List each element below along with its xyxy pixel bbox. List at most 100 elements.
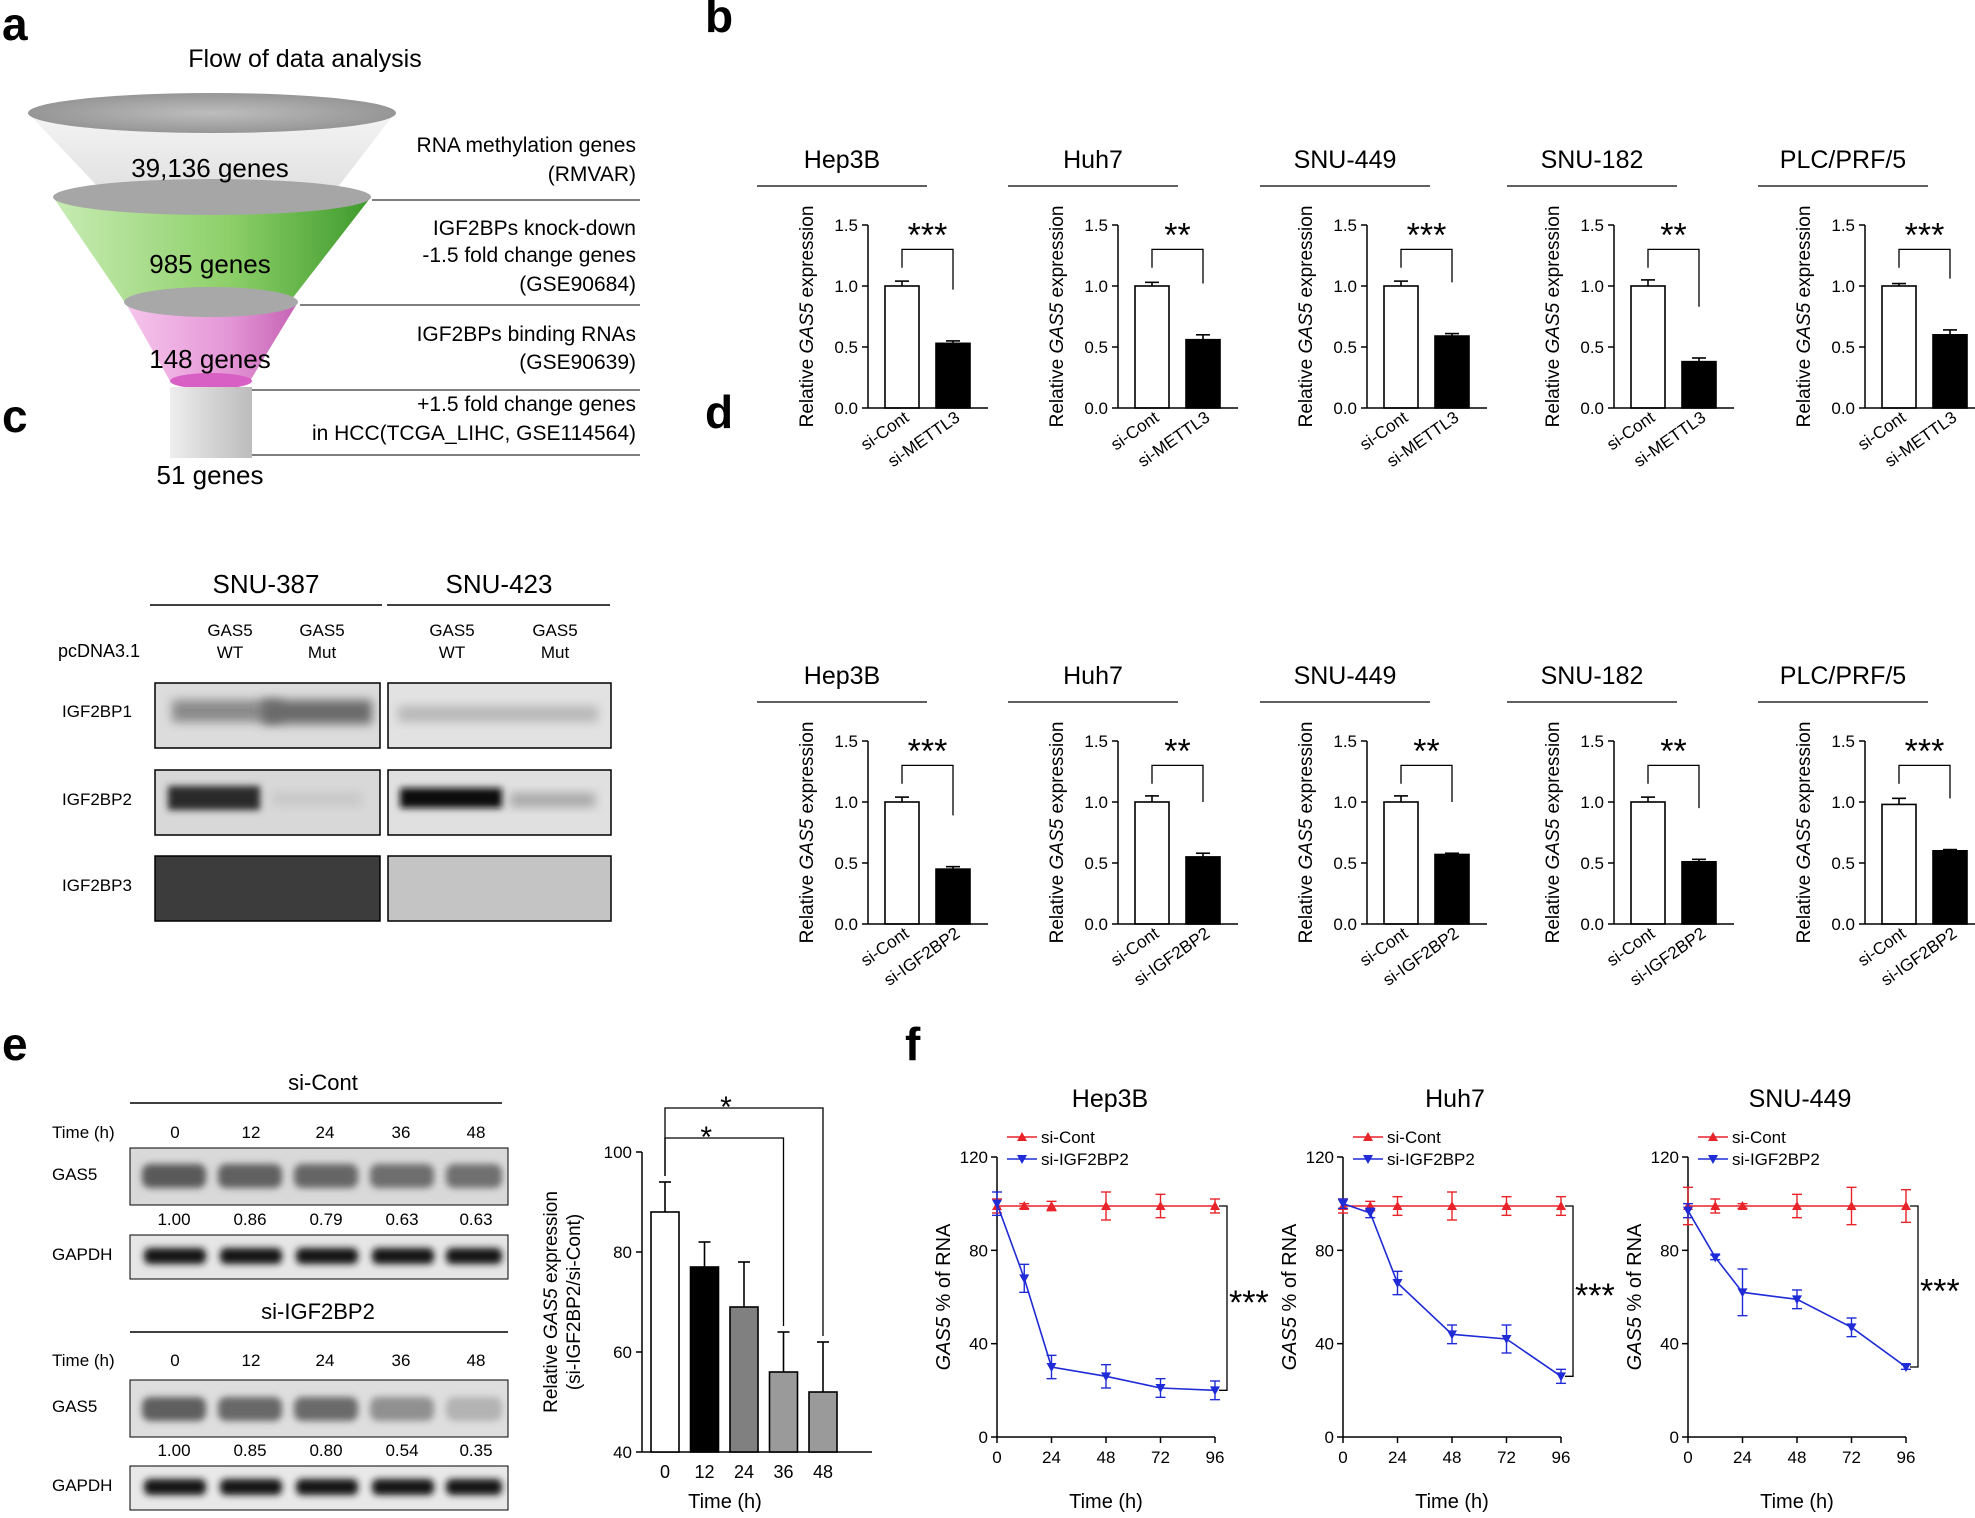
time-value: 0 bbox=[170, 1351, 179, 1370]
x-tick-label: 24 bbox=[734, 1462, 754, 1482]
panel-e-bar-chart: 40 60 80 100 Relative GAS5 expression (si-IGF… bbox=[541, 1091, 872, 1513]
y-tick-label: 40 bbox=[1315, 1335, 1334, 1354]
y-tick-label: 1.0 bbox=[834, 793, 858, 812]
y-axis-label-part: Relative bbox=[1543, 353, 1564, 427]
y-tick-label: 1.0 bbox=[1084, 277, 1108, 296]
blot-band bbox=[446, 1479, 502, 1495]
data-point bbox=[1392, 1201, 1403, 1210]
x-tick-label: 48 bbox=[1443, 1448, 1462, 1467]
time-value: 12 bbox=[242, 1123, 261, 1142]
y-axis-label-part: Relative bbox=[1296, 869, 1317, 943]
chart-title: Hep3B bbox=[804, 146, 880, 174]
y-axis-label: Relative GAS5 expression bbox=[1543, 722, 1564, 944]
y-axis-label-part: % of RNA bbox=[1624, 1223, 1646, 1317]
chart-title: Huh7 bbox=[1063, 662, 1123, 690]
blot-label: GAS5 bbox=[52, 1165, 97, 1184]
bar-control bbox=[1881, 285, 1917, 409]
blot-label: IGF2BP2 bbox=[62, 790, 132, 809]
blot-band bbox=[142, 1164, 206, 1188]
y-axis-label-part: GAS5 bbox=[1296, 302, 1317, 353]
y-tick-label: 0.0 bbox=[1084, 915, 1108, 934]
y-axis-label: Relative GAS5 expression bbox=[1794, 206, 1815, 428]
blot-band bbox=[296, 1248, 358, 1264]
y-tick-label: 1.0 bbox=[1580, 793, 1604, 812]
y-axis-label-part: expression bbox=[541, 1191, 562, 1288]
y-axis-label-part: GAS5 bbox=[1047, 818, 1068, 869]
y-tick-label: 1.5 bbox=[1084, 216, 1108, 235]
x-tick-label: 72 bbox=[1151, 1448, 1170, 1467]
y-tick-label: 80 bbox=[1660, 1241, 1679, 1260]
y-tick-label: 0.5 bbox=[834, 854, 858, 873]
densitometry-value: 0.54 bbox=[385, 1441, 418, 1460]
y-axis-label: Relative GAS5 expression bbox=[1047, 206, 1068, 428]
significance-stars: *** bbox=[1905, 216, 1945, 254]
data-point bbox=[1046, 1201, 1057, 1210]
blot-band bbox=[398, 706, 598, 722]
bar-chart-snu-449: SNU-449 0.0 0.5 1.0 1.5 Relative GAS5 express… bbox=[1260, 146, 1487, 471]
blot-label: GAPDH bbox=[52, 1476, 112, 1495]
y-axis-label: Relative GAS5 expression bbox=[1543, 206, 1564, 428]
y-axis-label-part: GAS5 bbox=[1794, 818, 1815, 869]
data-point bbox=[992, 1199, 1002, 1209]
y-axis-label-part: Relative bbox=[797, 869, 818, 943]
densitometry-value: 0.85 bbox=[233, 1441, 266, 1460]
funnel-desc: in HCC(TCGA_LIHC, GSE114564) bbox=[312, 422, 636, 445]
chart-title: SNU-182 bbox=[1541, 146, 1644, 174]
funnel-count-4: 51 genes bbox=[157, 460, 264, 490]
chart-title: PLC/PRF/5 bbox=[1780, 662, 1906, 690]
y-tick-label: 0.0 bbox=[834, 399, 858, 418]
line-chart-huh7: Huh7 0 40 80 120 0 24 48 72 96 Time (h) GAS5 % of R… bbox=[1279, 1085, 1615, 1513]
y-tick-label: 0.0 bbox=[1831, 399, 1855, 418]
densitometry-value: 1.00 bbox=[157, 1441, 190, 1460]
chart-title: SNU-182 bbox=[1541, 662, 1644, 690]
blot-band bbox=[446, 1397, 502, 1421]
y-tick-label: 0.5 bbox=[1580, 854, 1604, 873]
bar-chart-plc-prf-5: PLC/PRF/5 0.0 0.5 1.0 1.5 Relative GAS5 expre… bbox=[1758, 662, 1975, 990]
blot-band bbox=[142, 1397, 206, 1421]
y-tick-label: 0.0 bbox=[1084, 399, 1108, 418]
funnel-desc: (RMVAR) bbox=[548, 163, 636, 186]
y-tick-label: 1.5 bbox=[834, 216, 858, 235]
blot-band bbox=[446, 1248, 502, 1264]
x-axis-label: Time (h) bbox=[1760, 1491, 1834, 1513]
data-point bbox=[1447, 1330, 1457, 1340]
data-point bbox=[1846, 1323, 1857, 1333]
bar-knockdown bbox=[1932, 849, 1968, 925]
y-axis-label: Relative GAS5 expression bbox=[1296, 722, 1317, 944]
blot-band bbox=[144, 1479, 206, 1495]
data-point bbox=[1901, 1201, 1911, 1210]
densitometry-value: 0.35 bbox=[459, 1441, 492, 1460]
blot-band bbox=[294, 1164, 358, 1188]
y-tick-label: 0.5 bbox=[1333, 854, 1357, 873]
data-point bbox=[1101, 1201, 1111, 1210]
y-axis-label-part: Relative bbox=[1794, 869, 1815, 943]
bar-chart-hep3b: Hep3B 0.0 0.5 1.0 1.5 Relative GAS5 expressio… bbox=[757, 662, 988, 990]
y-axis-label: Relative GAS5 expression bbox=[541, 1191, 562, 1413]
data-point bbox=[1792, 1201, 1802, 1210]
bar-chart-snu-182: SNU-182 0.0 0.5 1.0 1.5 Relative GAS5 express… bbox=[1507, 146, 1734, 471]
time-label: Time (h) bbox=[52, 1351, 115, 1370]
significance-bracket bbox=[1400, 764, 1453, 802]
x-tick-label: 96 bbox=[1897, 1448, 1916, 1467]
data-point bbox=[1792, 1295, 1802, 1305]
y-axis-label-part: expression bbox=[1296, 206, 1317, 303]
bar-knockdown bbox=[935, 342, 971, 409]
blot-group-title: si-Cont bbox=[288, 1070, 358, 1095]
chart-title: Hep3B bbox=[1072, 1085, 1148, 1113]
significance-stars: *** bbox=[1905, 732, 1945, 770]
x-tick-label: 0 bbox=[660, 1462, 670, 1482]
y-axis-label: Relative GAS5 expression bbox=[797, 722, 818, 944]
funnel-desc: +1.5 fold change genes bbox=[417, 393, 636, 416]
panel-b-bar-charts: Hep3B 0.0 0.5 1.0 1.5 Relative GAS5 expressio… bbox=[757, 146, 1975, 471]
lane-label: Mut bbox=[541, 643, 570, 662]
bar-knockdown bbox=[1185, 338, 1221, 409]
x-axis-label: Time (h) bbox=[688, 1491, 762, 1513]
y-axis-label: GAS5 % of RNA bbox=[1624, 1223, 1646, 1370]
chart-title: Hep3B bbox=[804, 662, 880, 690]
funnel-layer-gray-top bbox=[28, 93, 396, 133]
bar bbox=[650, 1211, 680, 1453]
legend-marker bbox=[1017, 1132, 1027, 1141]
series-line-si-igf2bp2 bbox=[996, 1203, 1216, 1392]
data-point bbox=[1155, 1201, 1166, 1210]
blot-row-label: pcDNA3.1 bbox=[58, 641, 140, 661]
